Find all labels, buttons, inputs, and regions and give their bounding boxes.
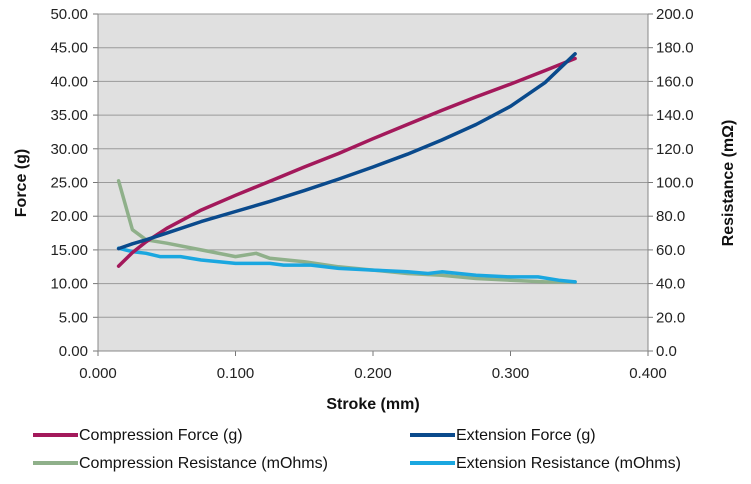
y2-axis-title: Resistance (mΩ): [720, 120, 737, 247]
y-tick-label: 35.00: [50, 107, 88, 124]
extension-force-series-line: [116, 52, 577, 251]
x-tick-label: 0.400: [629, 365, 667, 382]
y-tick-label: 50.00: [50, 6, 88, 23]
y2-tick-label: 100.0: [656, 175, 694, 192]
y-tick-label: 30.00: [50, 141, 88, 158]
legend: Compression Force (g) Extension Force (g)…: [33, 427, 681, 472]
extension-force-legend-label: Extension Force (g): [456, 427, 596, 444]
extension-resistance-series-line: [116, 246, 577, 284]
x-axis-title: Stroke (mm): [326, 396, 419, 413]
y-tick-label: 10.00: [50, 276, 88, 293]
y2-tick-label: 60.0: [656, 242, 685, 259]
y2-tick-label: 200.0: [656, 6, 694, 23]
y2-tick-label: 0.0: [656, 343, 677, 360]
extension-resistance-legend-label: Extension Resistance (mOhms): [456, 455, 681, 472]
compression-force-legend-label: Compression Force (g): [79, 427, 243, 444]
y-tick-label: 20.00: [50, 208, 88, 225]
y-tick-label: 45.00: [50, 40, 88, 57]
y-tick-label: 0.00: [59, 343, 88, 360]
x-tick-label: 0.300: [492, 365, 530, 382]
compression-resistance-legend-label: Compression Resistance (mOhms): [79, 455, 328, 472]
y2-tick-label: 40.0: [656, 276, 685, 293]
x-tick-label: 0.200: [354, 365, 392, 382]
y2-tick-label: 180.0: [656, 40, 694, 57]
y-tick-label: 25.00: [50, 175, 88, 192]
x-tick-label: 0.000: [79, 365, 117, 382]
compression-resistance-series-line: [116, 179, 577, 284]
y2-tick-label: 140.0: [656, 107, 694, 124]
y-tick-label: 40.00: [50, 73, 88, 90]
y2-tick-label: 160.0: [656, 73, 694, 90]
y2-tick-label: 20.0: [656, 309, 685, 326]
y2-tick-label: 80.0: [656, 208, 685, 225]
y-tick-label: 5.00: [59, 309, 88, 326]
x-tick-label: 0.100: [217, 365, 255, 382]
y-axis-title: Force (g): [13, 149, 30, 217]
y-tick-label: 15.00: [50, 242, 88, 259]
y2-tick-label: 120.0: [656, 141, 694, 158]
